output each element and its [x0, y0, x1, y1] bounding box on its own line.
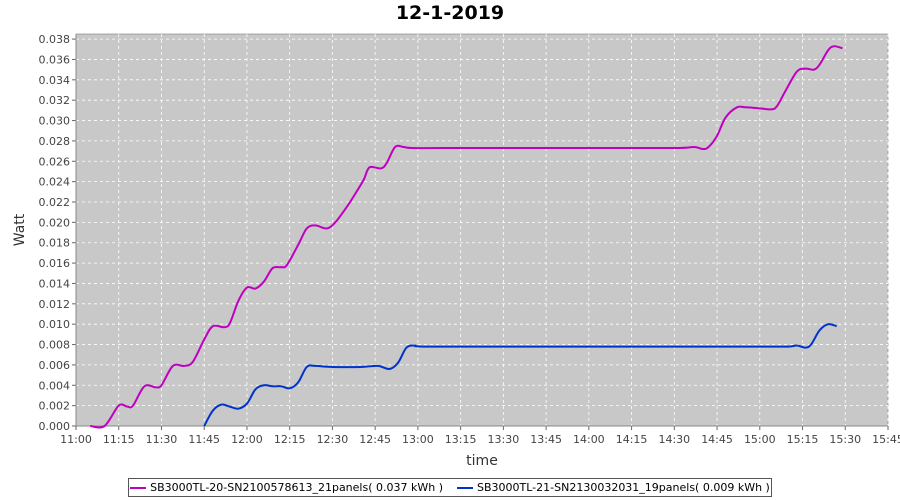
- x-tick-label: 15:45: [872, 433, 900, 446]
- x-tick-label: 12:15: [274, 433, 306, 446]
- chart-title: 12-1-2019: [395, 2, 505, 24]
- y-tick-label: 0.022: [39, 196, 71, 209]
- x-tick-label: 12:00: [231, 433, 263, 446]
- plot-area: [75, 33, 889, 427]
- legend-swatch-series-2: [457, 486, 473, 489]
- y-tick-label: 0.038: [39, 33, 71, 46]
- x-axis-label: time: [466, 453, 498, 469]
- x-tick-label: 11:15: [103, 433, 135, 446]
- x-tick-label: 12:45: [359, 433, 391, 446]
- legend-item-series-1: SB3000TL-20-SN2100578613_21panels( 0.037…: [130, 481, 443, 494]
- y-tick-label: 0.006: [39, 359, 71, 372]
- y-tick-label: 0.020: [39, 216, 71, 229]
- x-tick-label: 13:45: [530, 433, 562, 446]
- y-tick-label: 0.036: [39, 53, 71, 66]
- y-axis-label: Watt: [12, 213, 28, 246]
- y-tick-label: 0.002: [39, 400, 71, 413]
- x-tick-label: 15:00: [744, 433, 776, 446]
- y-tick-label: 0.024: [39, 176, 71, 189]
- legend-label-series-1: SB3000TL-20-SN2100578613_21panels( 0.037…: [150, 481, 443, 494]
- series-lines: [90, 45, 843, 429]
- y-tick-label: 0.034: [39, 74, 71, 87]
- y-tick-label: 0.004: [39, 379, 71, 392]
- y-tick-label: 0.030: [39, 115, 71, 128]
- y-tick-label: 0.008: [39, 339, 71, 352]
- y-tick-label: 0.014: [39, 277, 71, 290]
- x-tick-label: 13:15: [445, 433, 477, 446]
- legend-swatch-series-1: [130, 486, 147, 489]
- x-tick-label: 13:00: [402, 433, 434, 446]
- legend-label-series-2: SB3000TL-21-SN2130032031_19panels( 0.009…: [477, 481, 770, 494]
- x-tick-label: 14:15: [616, 433, 648, 446]
- chart-canvas: 0.000 0.002 0.004 0.006 0.008 0.010 0.012 0.014…: [12, 33, 900, 469]
- y-tick-label: 0.028: [39, 135, 71, 148]
- x-tick-label: 14:30: [658, 433, 690, 446]
- y-tick-label: 0.032: [39, 94, 71, 107]
- series-line-2: [203, 323, 838, 427]
- axis-ticks: 0.000 0.002 0.004 0.006 0.008 0.010 0.012 0.014…: [39, 33, 900, 446]
- x-tick-label: 11:45: [188, 433, 220, 446]
- y-tick-label: 0.018: [39, 237, 71, 250]
- x-tick-label: 14:00: [573, 433, 605, 446]
- y-tick-label: 0.000: [39, 420, 71, 433]
- x-tick-label: 13:30: [488, 433, 520, 446]
- x-tick-label: 15:30: [829, 433, 861, 446]
- legend: SB3000TL-20-SN2100578613_21panels( 0.037…: [128, 478, 772, 497]
- y-tick-label: 0.012: [39, 298, 71, 311]
- y-tick-label: 0.026: [39, 155, 71, 168]
- legend-item-series-2: SB3000TL-21-SN2130032031_19panels( 0.009…: [457, 481, 770, 494]
- y-tick-label: 0.010: [39, 318, 71, 331]
- grid-lines: [75, 34, 889, 427]
- x-tick-label: 14:45: [701, 433, 733, 446]
- x-tick-label: 15:15: [787, 433, 819, 446]
- x-tick-label: 11:30: [146, 433, 178, 446]
- x-tick-label: 12:30: [317, 433, 349, 446]
- x-tick-label: 11:00: [60, 433, 92, 446]
- y-tick-label: 0.016: [39, 257, 71, 270]
- series-line-1: [90, 45, 843, 429]
